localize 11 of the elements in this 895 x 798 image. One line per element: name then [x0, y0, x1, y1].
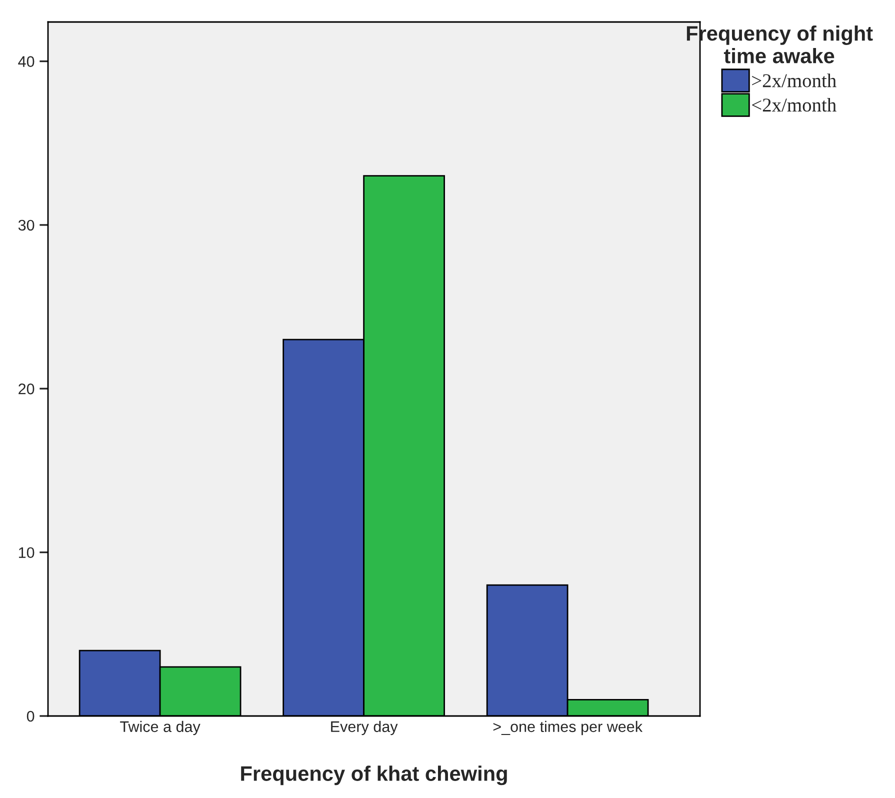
y-tick-label: 40 — [18, 56, 34, 67]
y-tick-label: 30 — [18, 220, 34, 231]
legend-label: <2x/month — [752, 98, 836, 112]
x-axis-title: Frequency of khat chewing — [241, 766, 507, 786]
legend-label: >2x/month — [752, 74, 836, 88]
y-tick-label: 0 — [26, 710, 34, 722]
y-tick-label: 20 — [18, 384, 34, 394]
x-tick-label: Twice a day — [120, 720, 200, 736]
y-tick-label: 10 — [18, 547, 34, 558]
x-tick-label: >_one times per week — [493, 720, 643, 736]
x-tick-label: Every day — [331, 720, 398, 736]
